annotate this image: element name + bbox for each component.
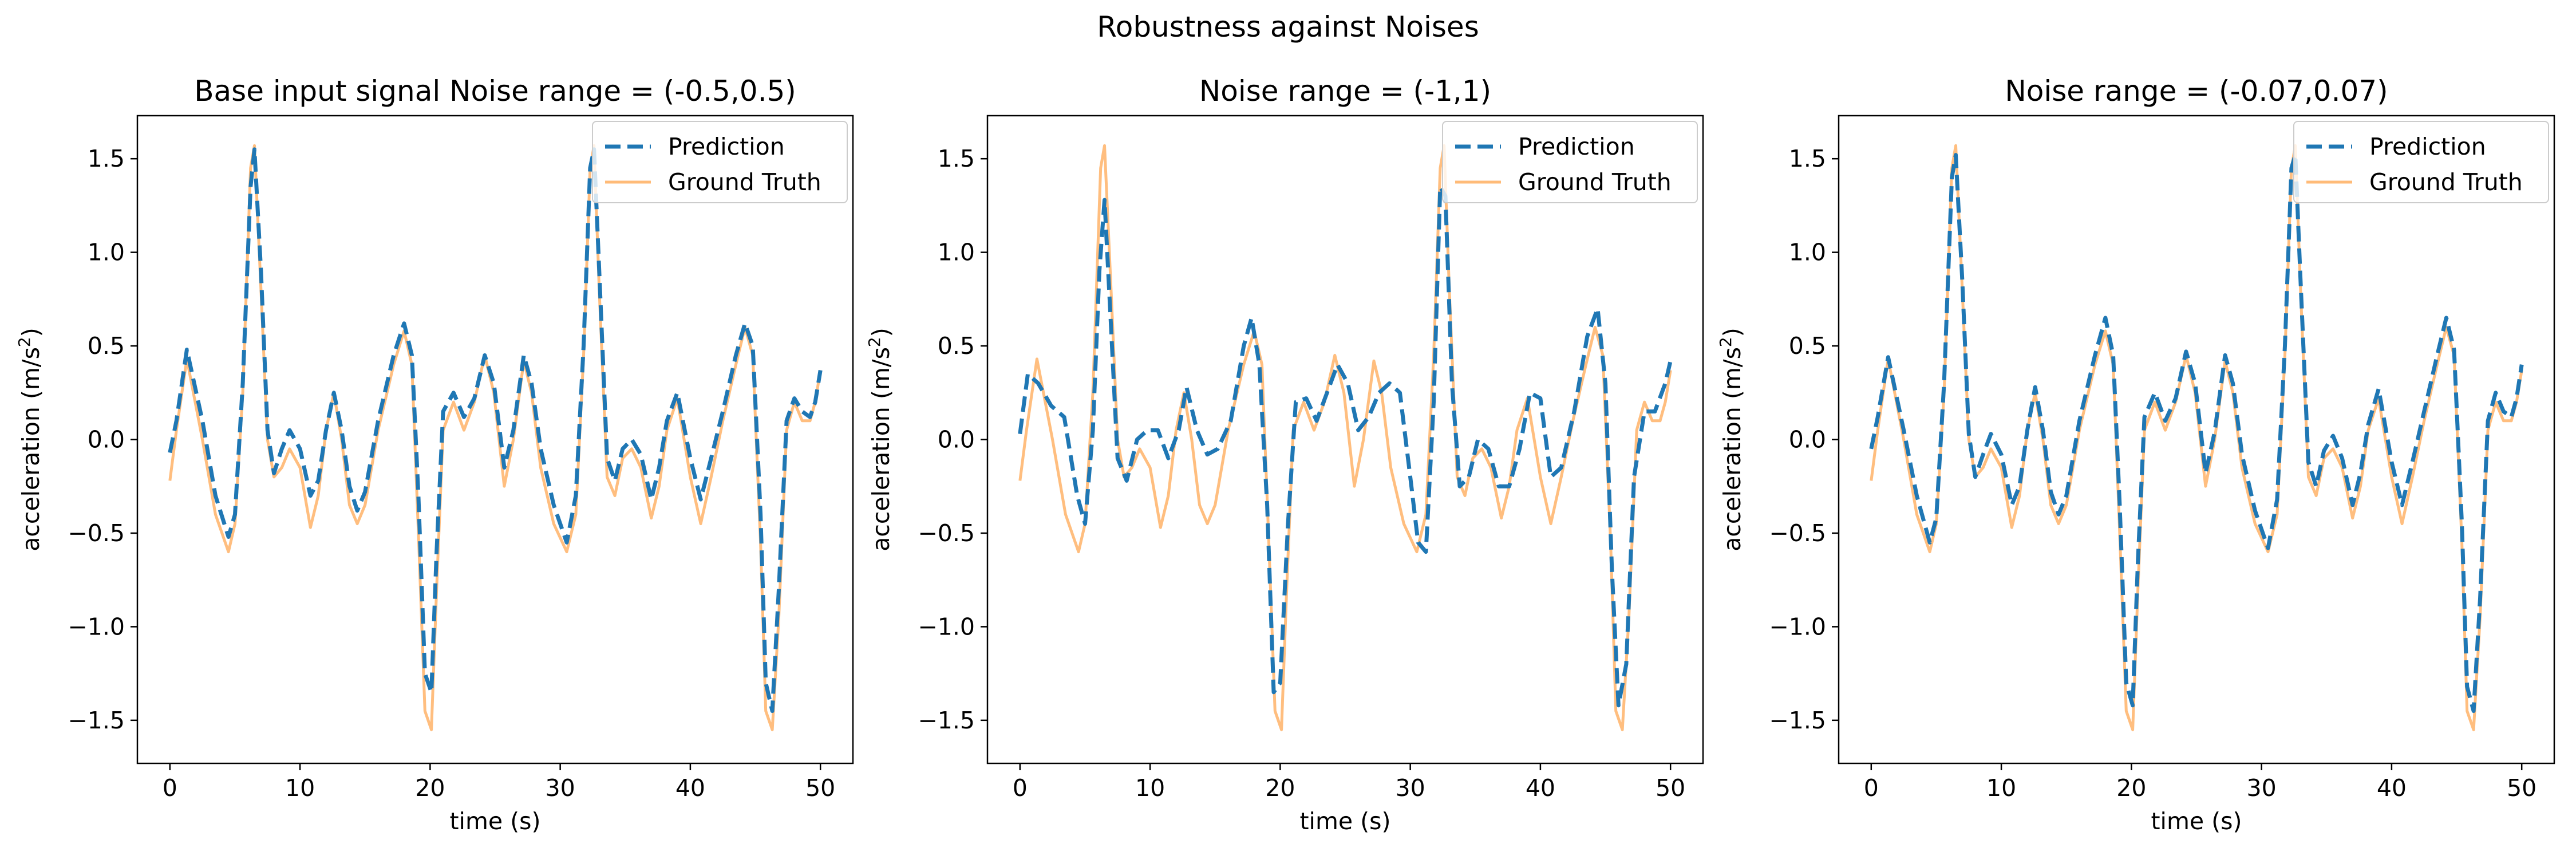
x-tick-label: 40 — [1526, 774, 1555, 802]
legend-frame — [1442, 121, 1698, 203]
y-tick-label: 0.5 — [88, 332, 125, 360]
y-tick-label: −1.5 — [1769, 707, 1826, 734]
legend: Prediction Ground Truth — [1442, 121, 1698, 203]
y-axis-label-close: ) — [867, 328, 895, 337]
y-tick-label: 1.0 — [938, 239, 975, 266]
y-axis-label-exponent: 2 — [1716, 337, 1735, 347]
y-tick-label: 0.0 — [1789, 426, 1826, 454]
legend-label-prediction: Prediction — [2369, 133, 2486, 160]
y-tick-label: −0.5 — [918, 519, 975, 547]
series-line-prediction — [1869, 153, 2524, 713]
y-axis-label-exponent: 2 — [865, 337, 884, 347]
y-tick-label: 0.5 — [1789, 332, 1826, 360]
plot-area: 0 10 20 30 40 50 −1.5 −1.0 −0.5 0.0 0.5 1.0 1.5 — [1769, 115, 2555, 802]
y-axis-label-exponent: 2 — [15, 337, 34, 347]
x-axis-label: time (s) — [1299, 807, 1390, 835]
subplot-title: Base input signal Noise range = (-0.5,0.… — [194, 74, 796, 108]
y-axis-label: acceleration (m/s2) — [865, 328, 895, 551]
y-tick-label: 0.0 — [88, 426, 125, 454]
y-axis-label: acceleration (m/s2) — [15, 328, 45, 551]
x-tick-label: 50 — [2507, 774, 2537, 802]
x-tick-label: 40 — [2377, 774, 2407, 802]
subplot-noise-007: Noise range = (-0.07,0.07) time (s) acce… — [1716, 74, 2555, 835]
y-tick-label: −0.5 — [68, 519, 125, 547]
x-tick-label: 20 — [415, 774, 445, 802]
x-tick-label: 50 — [1656, 774, 1685, 802]
x-tick-label: 0 — [163, 774, 177, 802]
y-axis-label: acceleration (m/s2) — [1716, 328, 1746, 551]
y-tick-label: 1.5 — [938, 145, 975, 172]
legend-label-ground-truth: Ground Truth — [2369, 168, 2523, 196]
x-axis-label: time (s) — [2151, 807, 2242, 835]
y-tick-label: −1.0 — [918, 613, 975, 640]
plot-area: 0 10 20 30 40 50 −1.5 −1.0 −0.5 0.0 0.5 1.0 1.5 — [68, 115, 854, 802]
y-axis-label-close: ) — [1718, 328, 1746, 337]
y-tick-label: 1.0 — [1789, 239, 1826, 266]
plot-area: 0 10 20 30 40 50 −1.5 −1.0 −0.5 0.0 0.5 1.0 1.5 — [918, 115, 1704, 802]
y-tick-label: −1.0 — [1769, 613, 1826, 640]
y-axis-label-main: acceleration (m/s — [17, 347, 45, 551]
legend-frame — [2293, 121, 2549, 203]
axes-frame — [136, 115, 854, 765]
series-line-prediction — [1018, 184, 1673, 708]
x-tick-label: 20 — [2116, 774, 2146, 802]
x-tick-label: 50 — [805, 774, 835, 802]
x-tick-label: 20 — [1265, 774, 1295, 802]
x-tick-label: 30 — [1396, 774, 1425, 802]
y-tick-label: 0.5 — [938, 332, 975, 360]
x-tick-label: 10 — [1135, 774, 1165, 802]
y-tick-label: 0.0 — [938, 426, 975, 454]
x-tick-label: 0 — [1864, 774, 1879, 802]
figure-suptitle: Robustness against Noises — [1097, 10, 1479, 44]
y-tick-label: −0.5 — [1769, 519, 1826, 547]
y-tick-label: −1.5 — [68, 707, 125, 734]
axes-frame — [986, 115, 1704, 765]
legend: Prediction Ground Truth — [2293, 121, 2549, 203]
series-line-ground-truth — [1018, 144, 1672, 731]
y-tick-label: −1.0 — [68, 613, 125, 640]
x-tick-label: 30 — [2247, 774, 2277, 802]
x-tick-label: 30 — [546, 774, 575, 802]
legend: Prediction Ground Truth — [592, 121, 848, 203]
subplot-base-input: Base input signal Noise range = (-0.5,0.… — [15, 74, 854, 835]
subplot-title: Noise range = (-1,1) — [1199, 74, 1491, 108]
axes-frame — [1838, 115, 2555, 765]
legend-label-prediction: Prediction — [668, 133, 785, 160]
legend-frame — [592, 121, 848, 203]
y-tick-label: 1.5 — [88, 145, 125, 172]
x-tick-label: 0 — [1013, 774, 1028, 802]
y-tick-label: 1.0 — [88, 239, 125, 266]
y-tick-label: 1.5 — [1789, 145, 1826, 172]
y-axis-label-main: acceleration (m/s — [867, 347, 895, 551]
x-tick-label: 40 — [675, 774, 705, 802]
subplot-noise-1: Noise range = (-1,1) time (s) accelerati… — [865, 74, 1704, 835]
legend-label-ground-truth: Ground Truth — [668, 168, 821, 196]
legend-label-prediction: Prediction — [1518, 133, 1635, 160]
x-tick-label: 10 — [285, 774, 315, 802]
subplot-title: Noise range = (-0.07,0.07) — [2005, 74, 2388, 108]
x-axis-label: time (s) — [449, 807, 540, 835]
y-axis-label-main: acceleration (m/s — [1718, 347, 1746, 551]
y-tick-label: −1.5 — [918, 707, 975, 734]
y-axis-label-close: ) — [17, 328, 45, 337]
legend-label-ground-truth: Ground Truth — [1518, 168, 1672, 196]
x-tick-label: 10 — [1986, 774, 2016, 802]
